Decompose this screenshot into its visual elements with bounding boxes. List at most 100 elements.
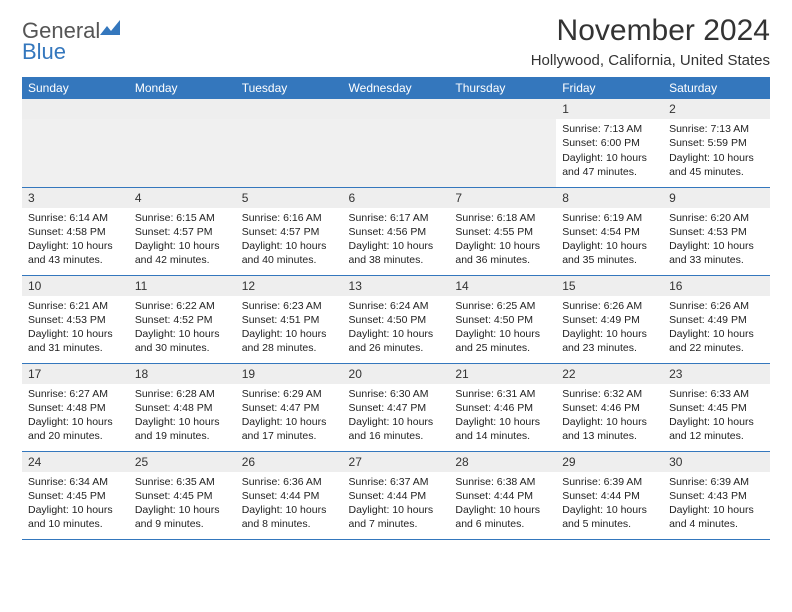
day-number: 10 xyxy=(22,276,129,296)
daylight-line: Daylight: 10 hours and 26 minutes. xyxy=(349,327,444,355)
day-header-row: SundayMondayTuesdayWednesdayThursdayFrid… xyxy=(22,77,770,99)
day-info: Sunrise: 6:24 AMSunset: 4:50 PMDaylight:… xyxy=(349,299,444,356)
sunset-line: Sunset: 4:44 PM xyxy=(455,489,550,503)
sunrise-line: Sunrise: 6:31 AM xyxy=(455,387,550,401)
calendar-day: 6Sunrise: 6:17 AMSunset: 4:56 PMDaylight… xyxy=(343,187,450,275)
day-header: Tuesday xyxy=(236,77,343,99)
day-info: Sunrise: 6:14 AMSunset: 4:58 PMDaylight:… xyxy=(28,211,123,268)
day-info: Sunrise: 6:26 AMSunset: 4:49 PMDaylight:… xyxy=(669,299,764,356)
sunrise-line: Sunrise: 6:34 AM xyxy=(28,475,123,489)
calendar-table: SundayMondayTuesdayWednesdayThursdayFrid… xyxy=(22,77,770,540)
sunrise-line: Sunrise: 6:39 AM xyxy=(669,475,764,489)
day-number-empty xyxy=(22,99,129,119)
day-info: Sunrise: 6:20 AMSunset: 4:53 PMDaylight:… xyxy=(669,211,764,268)
calendar-day: 21Sunrise: 6:31 AMSunset: 4:46 PMDayligh… xyxy=(449,363,556,451)
daylight-line: Daylight: 10 hours and 47 minutes. xyxy=(562,151,657,179)
day-number: 16 xyxy=(663,276,770,296)
sunset-line: Sunset: 4:57 PM xyxy=(242,225,337,239)
calendar-day: 29Sunrise: 6:39 AMSunset: 4:44 PMDayligh… xyxy=(556,451,663,539)
daylight-line: Daylight: 10 hours and 12 minutes. xyxy=(669,415,764,443)
calendar-day: 7 Sunrise: 6:18 AMSunset: 4:55 PMDaylight… xyxy=(449,187,556,275)
sunrise-line: Sunrise: 7:13 AM xyxy=(669,122,764,136)
daylight-line: Daylight: 10 hours and 7 minutes. xyxy=(349,503,444,531)
calendar-empty xyxy=(343,99,450,187)
day-number-empty xyxy=(129,99,236,119)
day-info: Sunrise: 6:34 AMSunset: 4:45 PMDaylight:… xyxy=(28,475,123,532)
calendar-day: 10Sunrise: 6:21 AMSunset: 4:53 PMDayligh… xyxy=(22,275,129,363)
sunset-line: Sunset: 4:45 PM xyxy=(28,489,123,503)
day-info: Sunrise: 6:37 AMSunset: 4:44 PMDaylight:… xyxy=(349,475,444,532)
daylight-line: Daylight: 10 hours and 45 minutes. xyxy=(669,151,764,179)
daylight-line: Daylight: 10 hours and 36 minutes. xyxy=(455,239,550,267)
sunset-line: Sunset: 4:44 PM xyxy=(562,489,657,503)
calendar-day: 13Sunrise: 6:24 AMSunset: 4:50 PMDayligh… xyxy=(343,275,450,363)
daylight-line: Daylight: 10 hours and 5 minutes. xyxy=(562,503,657,531)
sunrise-line: Sunrise: 6:21 AM xyxy=(28,299,123,313)
day-info: Sunrise: 7:13 AMSunset: 5:59 PMDaylight:… xyxy=(669,122,764,179)
sunrise-line: Sunrise: 6:24 AM xyxy=(349,299,444,313)
day-header: Friday xyxy=(556,77,663,99)
logo-word2: Blue xyxy=(22,39,66,64)
sunset-line: Sunset: 4:55 PM xyxy=(455,225,550,239)
calendar-day: 14Sunrise: 6:25 AMSunset: 4:50 PMDayligh… xyxy=(449,275,556,363)
daylight-line: Daylight: 10 hours and 38 minutes. xyxy=(349,239,444,267)
day-info: Sunrise: 6:15 AMSunset: 4:57 PMDaylight:… xyxy=(135,211,230,268)
calendar-body: 1Sunrise: 7:13 AMSunset: 6:00 PMDaylight… xyxy=(22,99,770,539)
location: Hollywood, California, United States xyxy=(531,52,770,69)
sunrise-line: Sunrise: 6:23 AM xyxy=(242,299,337,313)
day-number: 15 xyxy=(556,276,663,296)
daylight-line: Daylight: 10 hours and 16 minutes. xyxy=(349,415,444,443)
calendar-week: 3Sunrise: 6:14 AMSunset: 4:58 PMDaylight… xyxy=(22,187,770,275)
calendar-day: 12Sunrise: 6:23 AMSunset: 4:51 PMDayligh… xyxy=(236,275,343,363)
calendar-day: 25Sunrise: 6:35 AMSunset: 4:45 PMDayligh… xyxy=(129,451,236,539)
daylight-line: Daylight: 10 hours and 4 minutes. xyxy=(669,503,764,531)
sunrise-line: Sunrise: 6:25 AM xyxy=(455,299,550,313)
sunrise-line: Sunrise: 6:17 AM xyxy=(349,211,444,225)
day-number: 2 xyxy=(663,99,770,119)
calendar-day: 3Sunrise: 6:14 AMSunset: 4:58 PMDaylight… xyxy=(22,187,129,275)
day-number: 14 xyxy=(449,276,556,296)
sunset-line: Sunset: 5:59 PM xyxy=(669,136,764,150)
daylight-line: Daylight: 10 hours and 13 minutes. xyxy=(562,415,657,443)
calendar-week: 17Sunrise: 6:27 AMSunset: 4:48 PMDayligh… xyxy=(22,363,770,451)
day-number-empty xyxy=(449,99,556,119)
day-header: Saturday xyxy=(663,77,770,99)
month-title: November 2024 xyxy=(531,14,770,48)
calendar-day: 20Sunrise: 6:30 AMSunset: 4:47 PMDayligh… xyxy=(343,363,450,451)
day-info: Sunrise: 6:23 AMSunset: 4:51 PMDaylight:… xyxy=(242,299,337,356)
calendar-day: 22Sunrise: 6:32 AMSunset: 4:46 PMDayligh… xyxy=(556,363,663,451)
day-header: Monday xyxy=(129,77,236,99)
sunset-line: Sunset: 4:43 PM xyxy=(669,489,764,503)
daylight-line: Daylight: 10 hours and 17 minutes. xyxy=(242,415,337,443)
day-number: 7 xyxy=(449,188,556,208)
logo-text: General Blue xyxy=(22,20,120,63)
calendar-day: 17Sunrise: 6:27 AMSunset: 4:48 PMDayligh… xyxy=(22,363,129,451)
day-info: Sunrise: 6:33 AMSunset: 4:45 PMDaylight:… xyxy=(669,387,764,444)
day-info: Sunrise: 6:30 AMSunset: 4:47 PMDaylight:… xyxy=(349,387,444,444)
day-info: Sunrise: 6:18 AMSunset: 4:55 PMDaylight:… xyxy=(455,211,550,268)
sunset-line: Sunset: 4:44 PM xyxy=(242,489,337,503)
sunset-line: Sunset: 4:50 PM xyxy=(455,313,550,327)
daylight-line: Daylight: 10 hours and 9 minutes. xyxy=(135,503,230,531)
sunset-line: Sunset: 4:49 PM xyxy=(562,313,657,327)
calendar-day: 24Sunrise: 6:34 AMSunset: 4:45 PMDayligh… xyxy=(22,451,129,539)
sunrise-line: Sunrise: 6:26 AM xyxy=(669,299,764,313)
logo-mark-icon xyxy=(100,20,120,38)
sunset-line: Sunset: 4:52 PM xyxy=(135,313,230,327)
sunset-line: Sunset: 4:47 PM xyxy=(349,401,444,415)
sunrise-line: Sunrise: 6:30 AM xyxy=(349,387,444,401)
title-block: November 2024 Hollywood, California, Uni… xyxy=(531,14,770,69)
calendar-empty xyxy=(236,99,343,187)
calendar-week: 10Sunrise: 6:21 AMSunset: 4:53 PMDayligh… xyxy=(22,275,770,363)
day-number: 4 xyxy=(129,188,236,208)
sunset-line: Sunset: 4:46 PM xyxy=(562,401,657,415)
daylight-line: Daylight: 10 hours and 43 minutes. xyxy=(28,239,123,267)
day-number: 5 xyxy=(236,188,343,208)
day-number-empty xyxy=(236,99,343,119)
day-number: 27 xyxy=(343,452,450,472)
day-number: 9 xyxy=(663,188,770,208)
sunrise-line: Sunrise: 6:14 AM xyxy=(28,211,123,225)
day-number-empty xyxy=(343,99,450,119)
day-info: Sunrise: 6:27 AMSunset: 4:48 PMDaylight:… xyxy=(28,387,123,444)
calendar-day: 19Sunrise: 6:29 AMSunset: 4:47 PMDayligh… xyxy=(236,363,343,451)
